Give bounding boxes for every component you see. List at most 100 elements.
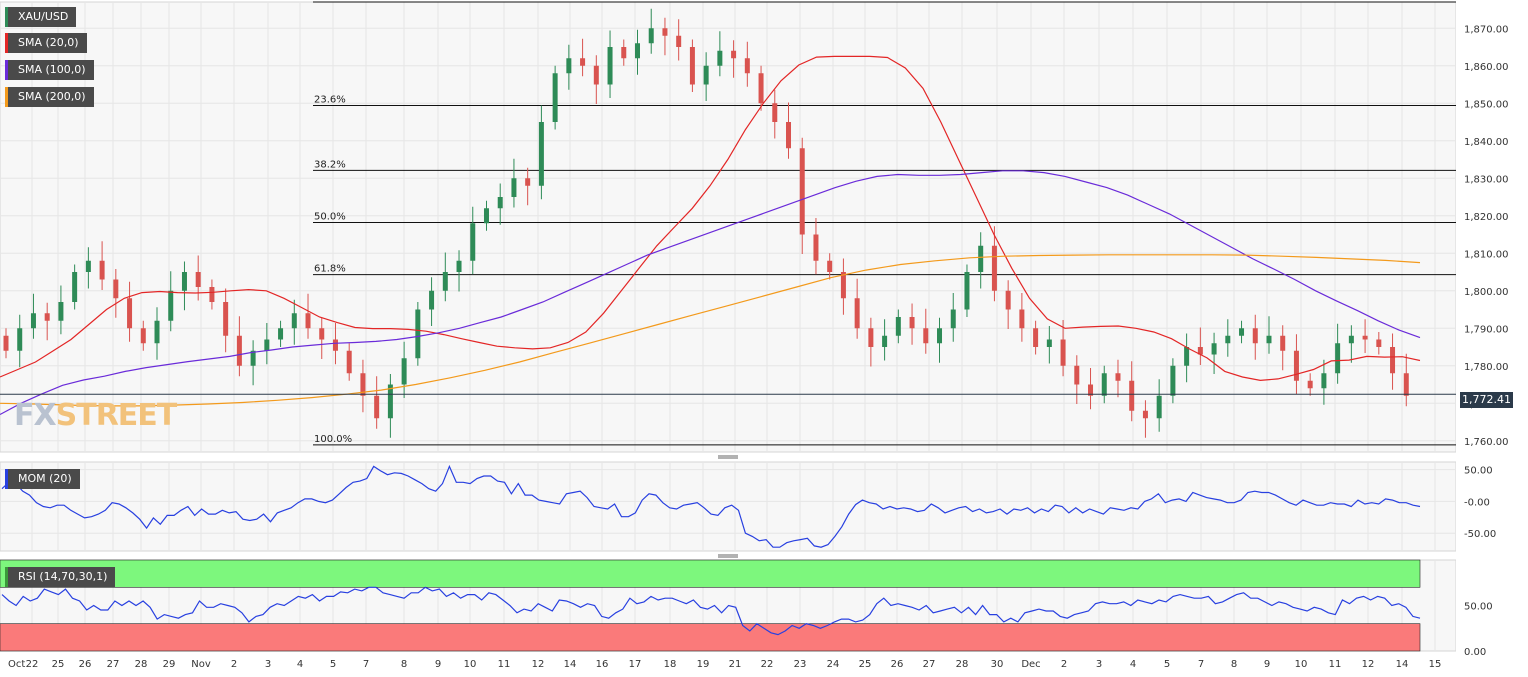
candle-body (470, 223, 476, 261)
fib-label: 61.8% (314, 264, 346, 275)
x-tick-label: 25 (52, 659, 65, 670)
x-tick-label: 9 (435, 659, 441, 670)
candle-body (3, 335, 9, 351)
x-tick-label: 30 (991, 659, 1004, 670)
last-price-tag: 1,772.41 (1460, 392, 1513, 408)
candle-body (442, 272, 448, 291)
x-tick-label: 8 (401, 659, 407, 670)
candle-body (813, 234, 819, 261)
legend-sma100-label: SMA (100,0) (18, 63, 86, 76)
candle-body (950, 309, 956, 329)
candle-body (1156, 395, 1162, 419)
candle-body (552, 73, 558, 122)
candle-body (744, 58, 750, 74)
x-tick-label: 8 (1231, 659, 1237, 670)
candle-body (511, 178, 517, 197)
candle-body (895, 317, 901, 336)
x-tick-label: 28 (956, 659, 969, 670)
x-tick-label: 22 (761, 659, 774, 670)
candle-body (937, 328, 943, 344)
fib-label: 38.2% (314, 159, 346, 170)
candle-body (154, 320, 160, 344)
fxstreet-watermark: FXSTREET (14, 398, 177, 433)
y-tick-label: 1,830.00 (1464, 174, 1509, 185)
candle-body (1033, 328, 1039, 347)
legend-sma20-label: SMA (20,0) (18, 36, 79, 49)
candle-body (1239, 328, 1245, 336)
candle-body (401, 358, 407, 385)
candle-body (58, 302, 64, 321)
candle-body (291, 313, 297, 329)
x-tick-label: 27 (923, 659, 936, 670)
x-tick-label: 7 (363, 659, 369, 670)
candle-body (1142, 410, 1148, 419)
x-tick-label: 5 (330, 659, 336, 670)
candle-body (1088, 384, 1094, 396)
candle-body (868, 328, 874, 347)
y-tick-label: 1,860.00 (1464, 62, 1509, 73)
candle-body (731, 50, 737, 59)
x-tick-label: 11 (1329, 659, 1342, 670)
legend-sma100[interactable]: SMA (100,0) (5, 60, 94, 80)
legend-sma200-label: SMA (200,0) (18, 90, 86, 103)
x-tick-label: 25 (859, 659, 872, 670)
y-tick-label: 1,760.00 (1464, 437, 1509, 448)
candle-body (978, 245, 984, 272)
legend-sma200[interactable]: SMA (200,0) (5, 87, 94, 107)
candle-body (1060, 339, 1066, 366)
x-tick-label: 18 (664, 659, 677, 670)
rsi-line (1, 586, 1421, 636)
candle-body (1390, 347, 1396, 374)
x-tick-label: 21 (729, 659, 742, 670)
candle-body (1348, 335, 1354, 344)
legend-rsi[interactable]: RSI (14,70,30,1) (5, 567, 116, 587)
x-tick-label: 24 (827, 659, 840, 670)
candle-body (840, 272, 846, 299)
sma200-line (0, 254, 1421, 407)
candle-body (799, 148, 805, 235)
x-tick-label: 9 (1264, 659, 1270, 670)
x-tick-label: 3 (1096, 659, 1102, 670)
x-tick-label: 2 (231, 659, 237, 670)
candle-body (772, 103, 778, 122)
candle-body (662, 28, 668, 36)
candle-body (1115, 373, 1121, 381)
legend-mom[interactable]: MOM (20) (5, 469, 80, 489)
x-tick-label: 19 (697, 659, 710, 670)
x-tick-label: Nov (191, 659, 211, 670)
candle-body (676, 35, 682, 47)
sma20-line (0, 55, 1421, 382)
legend-sma20[interactable]: SMA (20,0) (5, 33, 87, 53)
candle-body (566, 58, 572, 74)
candle-body (525, 178, 531, 186)
candle-body (1266, 335, 1272, 344)
legend-mom-label: MOM (20) (18, 472, 72, 485)
candle-body (1170, 365, 1176, 396)
candle-body (1225, 335, 1231, 344)
y-tick-label: 1,810.00 (1464, 249, 1509, 260)
axis-background (1456, 0, 1528, 677)
candle-body (497, 197, 503, 209)
candle-body (621, 47, 627, 59)
candle-body (1074, 365, 1080, 385)
legend-xauusd[interactable]: XAU/USD (5, 7, 77, 27)
candle-body (113, 279, 119, 299)
candle-body (1101, 373, 1107, 396)
candle-body (909, 317, 915, 329)
candle-body (538, 122, 544, 186)
candle-body (374, 395, 380, 419)
candle-body (181, 272, 187, 291)
fib-label: 23.6% (314, 95, 346, 106)
candle-body (99, 260, 105, 280)
y-tick-label: 1,780.00 (1464, 362, 1509, 373)
mom-y-tick-label: 50.00 (1464, 466, 1493, 477)
x-tick-label: 26 (891, 659, 904, 670)
candle-body (717, 50, 723, 66)
candle-body (964, 272, 970, 310)
candle-body (758, 73, 764, 104)
x-tick-label: 28 (135, 659, 148, 670)
candle-body (689, 47, 695, 85)
candle-body (1046, 339, 1052, 347)
candle-body (580, 58, 586, 66)
